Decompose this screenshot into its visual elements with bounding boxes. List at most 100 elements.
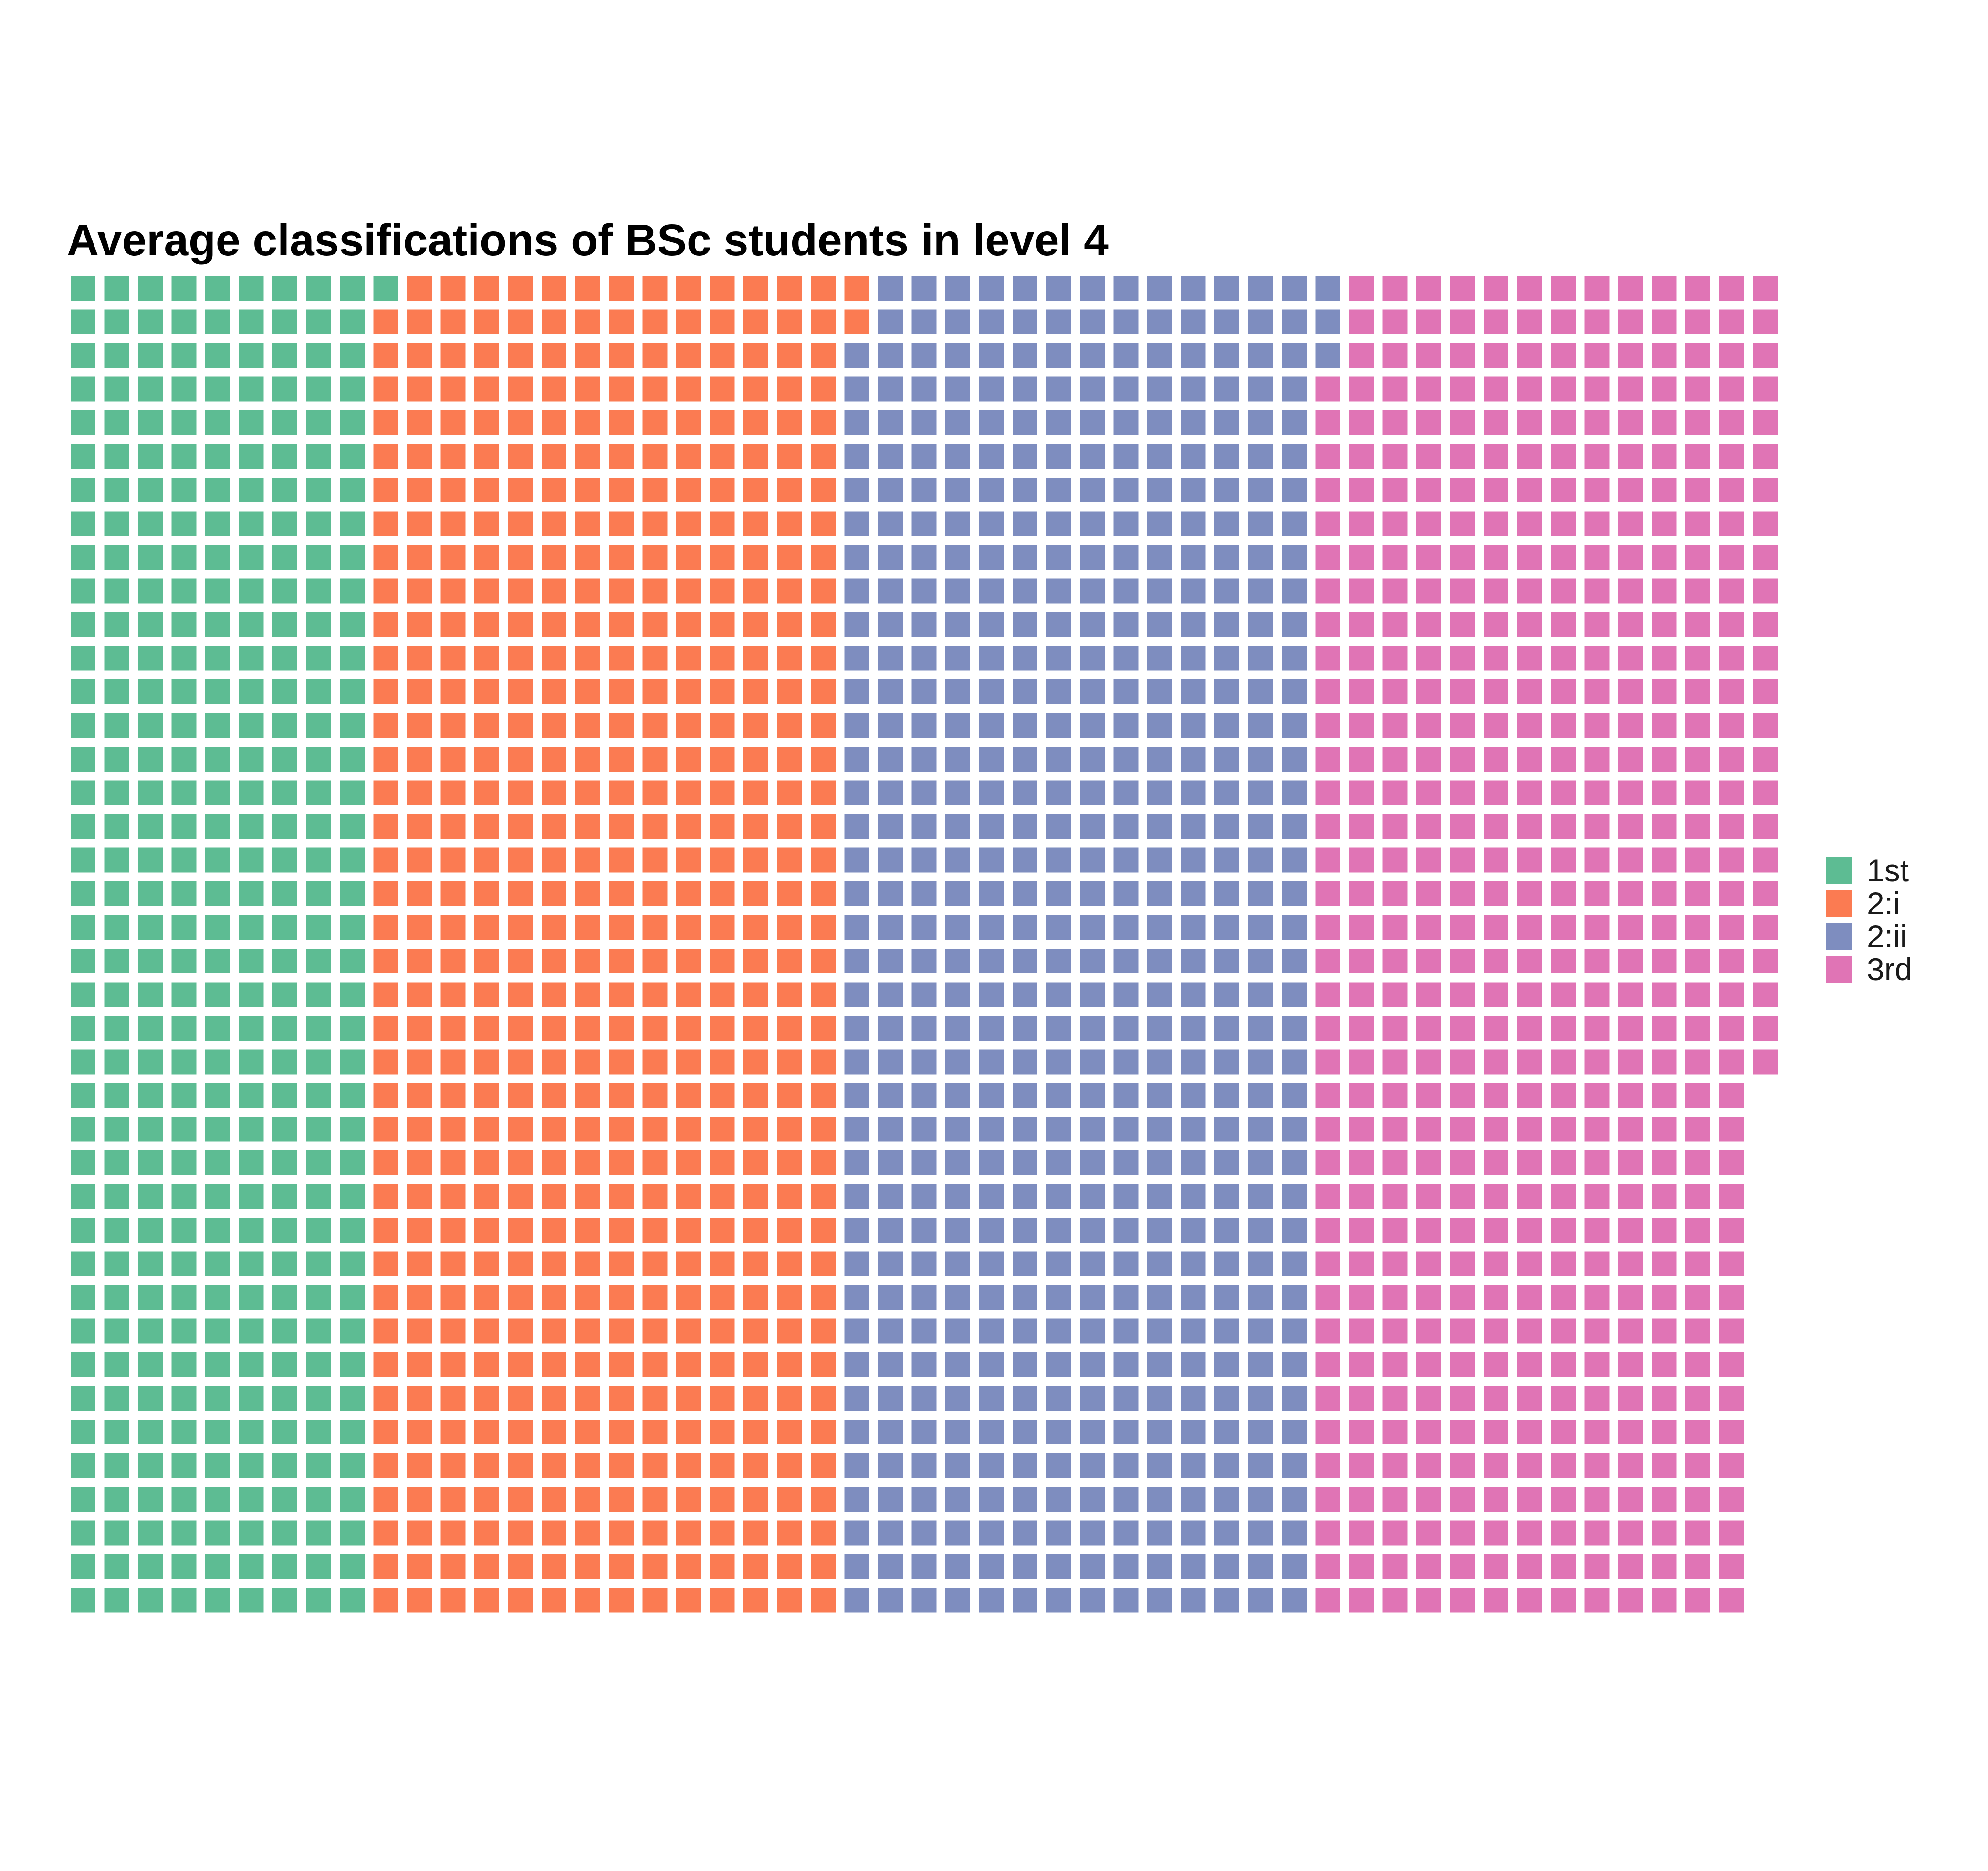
- waffle-cell-2-i: [440, 881, 466, 906]
- waffle-cell-2-ii: [1046, 1453, 1071, 1478]
- waffle-cell-2-ii: [1113, 343, 1139, 368]
- waffle-cell-2-ii: [1248, 309, 1273, 334]
- waffle-cell-2-ii: [1046, 1386, 1071, 1411]
- waffle-cell-3rd: [1382, 1184, 1408, 1209]
- waffle-cell-2-ii: [911, 309, 937, 334]
- waffle-cell-3rd: [1416, 1487, 1441, 1512]
- waffle-cell-2-i: [676, 1117, 701, 1142]
- waffle-cell-2-ii: [979, 1318, 1004, 1344]
- waffle-cell-1st: [171, 478, 197, 502]
- waffle-cell-3rd: [1719, 1420, 1744, 1444]
- waffle-cell-2-i: [811, 545, 836, 570]
- waffle-cell-2-ii: [911, 376, 937, 402]
- waffle-cell-3rd: [1416, 410, 1441, 435]
- waffle-cell-2-i: [474, 578, 499, 604]
- waffle-cell-1st: [71, 915, 95, 940]
- waffle-cell-2-i: [407, 982, 432, 1007]
- waffle-cell-2-ii: [1013, 713, 1037, 738]
- waffle-cell-1st: [239, 713, 264, 738]
- waffle-cell-1st: [104, 1218, 129, 1243]
- waffle-cell-2-i: [440, 1083, 466, 1108]
- waffle-cell-2-i: [575, 478, 600, 502]
- waffle-cell-3rd: [1416, 713, 1441, 738]
- waffle-cell-2-i: [777, 1554, 802, 1579]
- waffle-cell-1st: [306, 646, 331, 671]
- waffle-cell-2-i: [440, 949, 466, 973]
- waffle-cell-2-ii: [1282, 1218, 1307, 1243]
- waffle-cell-2-i: [508, 646, 533, 671]
- waffle-cell-2-ii: [878, 1352, 903, 1377]
- waffle-cell-2-i: [710, 780, 735, 805]
- waffle-cell-1st: [138, 511, 163, 536]
- waffle-cell-1st: [171, 1554, 197, 1579]
- waffle-cell-2-ii: [1214, 747, 1239, 772]
- waffle-cell-2-i: [373, 747, 398, 772]
- waffle-cell-2-ii: [911, 1285, 937, 1310]
- waffle-cell-3rd: [1652, 1016, 1677, 1041]
- waffle-cell-3rd: [1584, 1083, 1610, 1108]
- waffle-cell-2-ii: [1080, 881, 1105, 906]
- waffle-cell-1st: [272, 1285, 297, 1310]
- waffle-cell-2-ii: [1080, 1420, 1105, 1444]
- waffle-cell-2-i: [407, 847, 432, 873]
- waffle-cell-3rd: [1517, 1251, 1542, 1276]
- waffle-cell-2-ii: [1282, 511, 1307, 536]
- waffle-cell-2-ii: [1080, 1386, 1105, 1411]
- waffle-cell-2-i: [777, 1117, 802, 1142]
- waffle-cell-1st: [239, 612, 264, 637]
- waffle-cell-2-ii: [1248, 1184, 1273, 1209]
- waffle-cell-2-i: [743, 881, 768, 906]
- waffle-cell-3rd: [1719, 1117, 1744, 1142]
- waffle-cell-1st: [104, 612, 129, 637]
- waffle-cell-1st: [340, 1184, 365, 1209]
- waffle-cell-1st: [205, 1420, 230, 1444]
- waffle-cell-1st: [104, 780, 129, 805]
- waffle-cell-2-i: [508, 1420, 533, 1444]
- waffle-cell-2-i: [373, 612, 398, 637]
- waffle-cell-3rd: [1551, 444, 1576, 469]
- waffle-cell-1st: [272, 1150, 297, 1175]
- waffle-cell-1st: [340, 949, 365, 973]
- waffle-cell-2-i: [575, 847, 600, 873]
- waffle-cell-1st: [171, 511, 197, 536]
- waffle-cell-3rd: [1753, 444, 1778, 469]
- waffle-cell-2-i: [676, 1588, 701, 1613]
- waffle-cell-2-ii: [1147, 545, 1172, 570]
- waffle-cell-1st: [71, 511, 95, 536]
- waffle-cell-2-i: [508, 410, 533, 435]
- waffle-cell-2-i: [440, 847, 466, 873]
- waffle-cell-2-i: [474, 309, 499, 334]
- waffle-cell-3rd: [1450, 1352, 1475, 1377]
- waffle-cell-3rd: [1517, 1554, 1542, 1579]
- waffle-cell-3rd: [1753, 1016, 1778, 1041]
- waffle-cell-1st: [239, 1352, 264, 1377]
- waffle-cell-2-i: [440, 982, 466, 1007]
- waffle-cell-1st: [205, 949, 230, 973]
- waffle-cell-2-i: [609, 915, 634, 940]
- waffle-cell-3rd: [1484, 1285, 1508, 1310]
- waffle-cell-3rd: [1349, 1386, 1374, 1411]
- waffle-cell-3rd: [1382, 1520, 1408, 1546]
- waffle-cell-3rd: [1753, 511, 1778, 536]
- waffle-cell-1st: [272, 1520, 297, 1546]
- waffle-cell-2-i: [508, 679, 533, 704]
- waffle-cell-3rd: [1618, 1318, 1643, 1344]
- waffle-cell-3rd: [1719, 1352, 1744, 1377]
- waffle-cell-2-i: [710, 276, 735, 301]
- waffle-cell-2-i: [743, 276, 768, 301]
- waffle-cell-2-i: [508, 814, 533, 839]
- waffle-cell-2-i: [440, 612, 466, 637]
- waffle-cell-3rd: [1382, 1487, 1408, 1512]
- waffle-cell-2-i: [609, 578, 634, 604]
- waffle-cell-2-i: [542, 276, 566, 301]
- waffle-cell-3rd: [1517, 747, 1542, 772]
- waffle-cell-2-ii: [1147, 1218, 1172, 1243]
- waffle-cell-2-ii: [1282, 1016, 1307, 1041]
- waffle-cell-2-i: [609, 949, 634, 973]
- waffle-cell-3rd: [1618, 1285, 1643, 1310]
- waffle-cell-2-i: [407, 410, 432, 435]
- waffle-cell-2-i: [777, 881, 802, 906]
- waffle-cell-2-ii: [1282, 444, 1307, 469]
- waffle-cell-2-ii: [1013, 545, 1037, 570]
